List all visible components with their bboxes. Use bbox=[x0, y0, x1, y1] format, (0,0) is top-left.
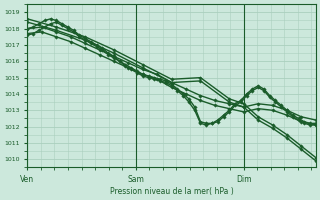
X-axis label: Pression niveau de la mer( hPa ): Pression niveau de la mer( hPa ) bbox=[110, 187, 234, 196]
